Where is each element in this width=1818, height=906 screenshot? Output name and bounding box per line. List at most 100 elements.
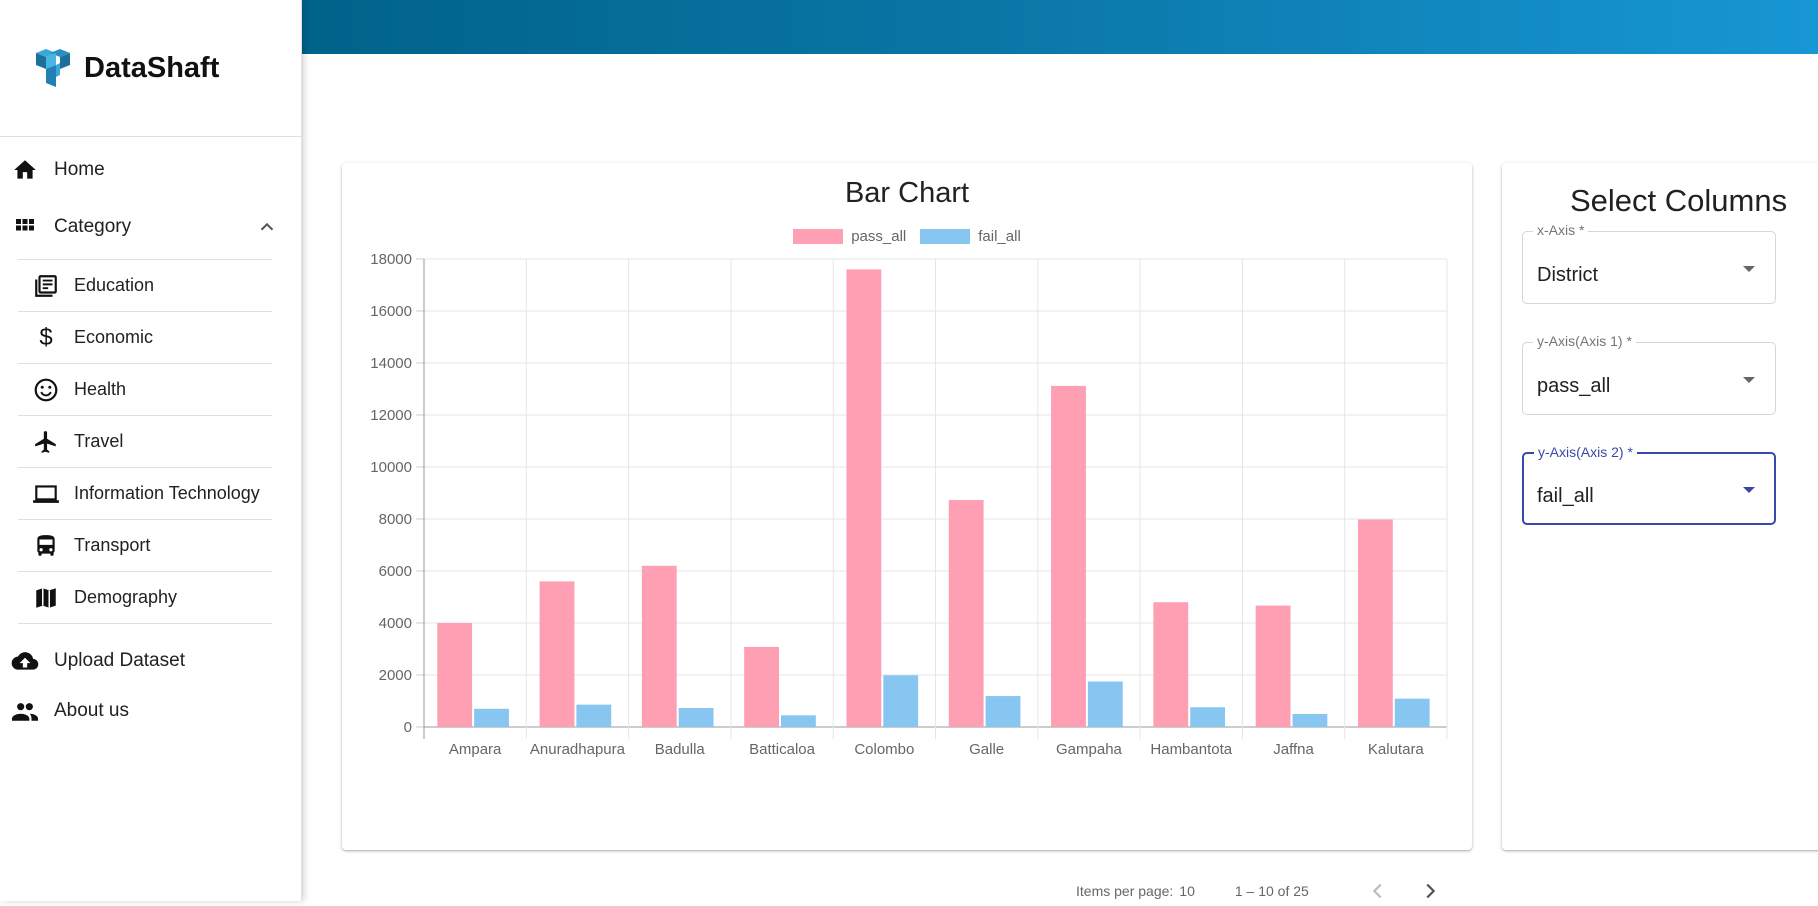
legend-swatch-fail-all [920, 229, 971, 244]
grid-icon [10, 212, 40, 242]
sub-item-education[interactable]: Education [18, 260, 272, 312]
bar-fail_all[interactable] [576, 704, 612, 727]
y-tick-label: 4000 [379, 615, 412, 632]
paginator: Items per page: 10 1 – 10 of 25 [1076, 876, 1445, 906]
nav-about-label: About us [54, 700, 129, 721]
x-tick-label: Kalutara [1368, 741, 1425, 758]
y-tick-label: 0 [404, 719, 412, 736]
sub-item-travel[interactable]: Travel [18, 416, 272, 468]
brand[interactable]: DataShaft [0, 0, 301, 137]
items-per-page-select[interactable]: 10 [1179, 883, 1195, 899]
legend-item-fail-all[interactable]: fail_all [920, 228, 1021, 245]
previous-page-button[interactable] [1363, 876, 1393, 906]
y-tick-label: 16000 [370, 303, 412, 320]
nav-item-home[interactable]: Home [0, 145, 301, 195]
sub-item-label: Information Technology [74, 483, 260, 503]
bar-pass_all[interactable] [539, 581, 575, 727]
bar-pass_all[interactable] [1051, 385, 1086, 727]
bar-pass_all[interactable] [948, 500, 984, 727]
laptop-icon [32, 480, 60, 508]
x-tick-label: Badulla [655, 741, 706, 758]
category-sub-list: Education $ Economic Health Travel Infor… [18, 259, 272, 624]
items-per-page-label: Items per page: [1076, 883, 1174, 899]
x-tick-label: Colombo [854, 741, 914, 758]
dropdown-arrow-icon [1743, 266, 1755, 272]
sub-item-information-technology[interactable]: Information Technology [18, 468, 272, 520]
y-axis-1-label: y-Axis(Axis 1) * [1533, 333, 1636, 349]
dropdown-arrow-icon [1743, 377, 1755, 383]
x-tick-label: Batticaloa [749, 741, 816, 758]
x-axis-label: x-Axis * [1533, 222, 1589, 238]
x-tick-label: Anuradhapura [530, 741, 626, 758]
chart-title: Bar Chart [844, 177, 970, 209]
bar-fail_all[interactable] [781, 715, 816, 727]
bar-fail_all[interactable] [985, 696, 1021, 727]
bar-fail_all[interactable] [678, 708, 714, 727]
legend-label: pass_all [851, 228, 907, 245]
legend-swatch-pass-all [793, 229, 844, 244]
x-tick-label: Galle [969, 741, 1004, 758]
bar-pass_all[interactable] [1357, 519, 1393, 727]
y-axis-2-value: fail_all [1537, 485, 1594, 507]
chart-legend: pass_all fail_all [342, 228, 1472, 245]
x-tick-label: Gampaha [1056, 741, 1123, 758]
x-tick-label: Ampara [449, 741, 502, 758]
map-icon [32, 584, 60, 612]
y-axis-1-value: pass_all [1537, 375, 1611, 397]
dollar-icon: $ [39, 323, 53, 351]
people-icon [10, 696, 40, 726]
sub-item-label: Transport [74, 535, 151, 555]
nav-home-label: Home [54, 159, 105, 180]
smiley-icon [32, 376, 60, 404]
bar-fail_all[interactable] [1087, 681, 1123, 728]
bar-chart-plot: 0 2000 4000 6000 8000 10000 12000 14000 16000 180… [370, 251, 1448, 758]
chart-card: Bar Chart pass_all fail_all 0 2000 4000 600… [342, 163, 1472, 850]
sub-item-label: Economic [74, 327, 154, 347]
bar-pass_all[interactable] [641, 565, 677, 727]
sidebar: DataShaft Home Category Education $ Econ… [0, 0, 302, 901]
datashaft-logo-icon [36, 49, 70, 87]
bar-pass_all[interactable] [1153, 602, 1189, 727]
y-axis-2-label: y-Axis(Axis 2) * [1534, 444, 1637, 460]
airplane-icon [32, 428, 60, 456]
sub-item-health[interactable]: Health [18, 364, 272, 416]
bar-fail_all[interactable] [1292, 714, 1328, 727]
y-axis-2-select[interactable]: y-Axis(Axis 2) * fail_all [1522, 444, 1776, 525]
nav-item-upload-dataset[interactable]: Upload Dataset [0, 636, 301, 686]
chevron-up-icon[interactable] [256, 216, 278, 238]
nav-item-category[interactable]: Category [0, 195, 301, 259]
nav-upload-label: Upload Dataset [54, 650, 185, 671]
bar-fail_all[interactable] [474, 708, 509, 727]
x-tick-label: Hambantota [1150, 741, 1232, 758]
bar-pass_all[interactable] [1255, 605, 1291, 727]
bar-pass_all[interactable] [437, 623, 473, 727]
bar-fail_all[interactable] [1394, 698, 1430, 727]
cloud-upload-icon [10, 646, 40, 676]
select-columns-card: Select Columns x-Axis * District y-Axis(… [1502, 163, 1818, 850]
y-tick-label: 10000 [370, 459, 412, 476]
select-columns-title: Select Columns [1570, 183, 1788, 218]
bar-fail_all[interactable] [1190, 707, 1226, 727]
bus-icon [32, 532, 60, 560]
nav-item-about-us[interactable]: About us [0, 686, 301, 736]
x-axis-value: District [1537, 264, 1599, 286]
bar-pass_all[interactable] [846, 269, 882, 727]
dropdown-arrow-icon [1743, 487, 1755, 493]
y-tick-label: 8000 [379, 511, 412, 528]
sub-item-label: Health [74, 379, 127, 399]
sub-item-transport[interactable]: Transport [18, 520, 272, 572]
bar-pass_all[interactable] [744, 646, 780, 727]
sub-item-economic[interactable]: $ Economic [18, 312, 272, 364]
sub-item-label: Education [74, 275, 155, 295]
y-axis-1-select[interactable]: y-Axis(Axis 1) * pass_all [1522, 333, 1776, 415]
x-axis-select[interactable]: x-Axis * District [1522, 222, 1776, 304]
y-tick-label: 2000 [379, 667, 412, 684]
y-tick-label: 18000 [370, 251, 412, 268]
legend-item-pass-all[interactable]: pass_all [793, 228, 906, 245]
home-icon [10, 155, 40, 185]
legend-label: fail_all [978, 228, 1021, 245]
newspaper-icon [32, 272, 60, 300]
bar-fail_all[interactable] [883, 675, 919, 727]
next-page-button[interactable] [1415, 876, 1445, 906]
sub-item-demography[interactable]: Demography [18, 572, 272, 624]
